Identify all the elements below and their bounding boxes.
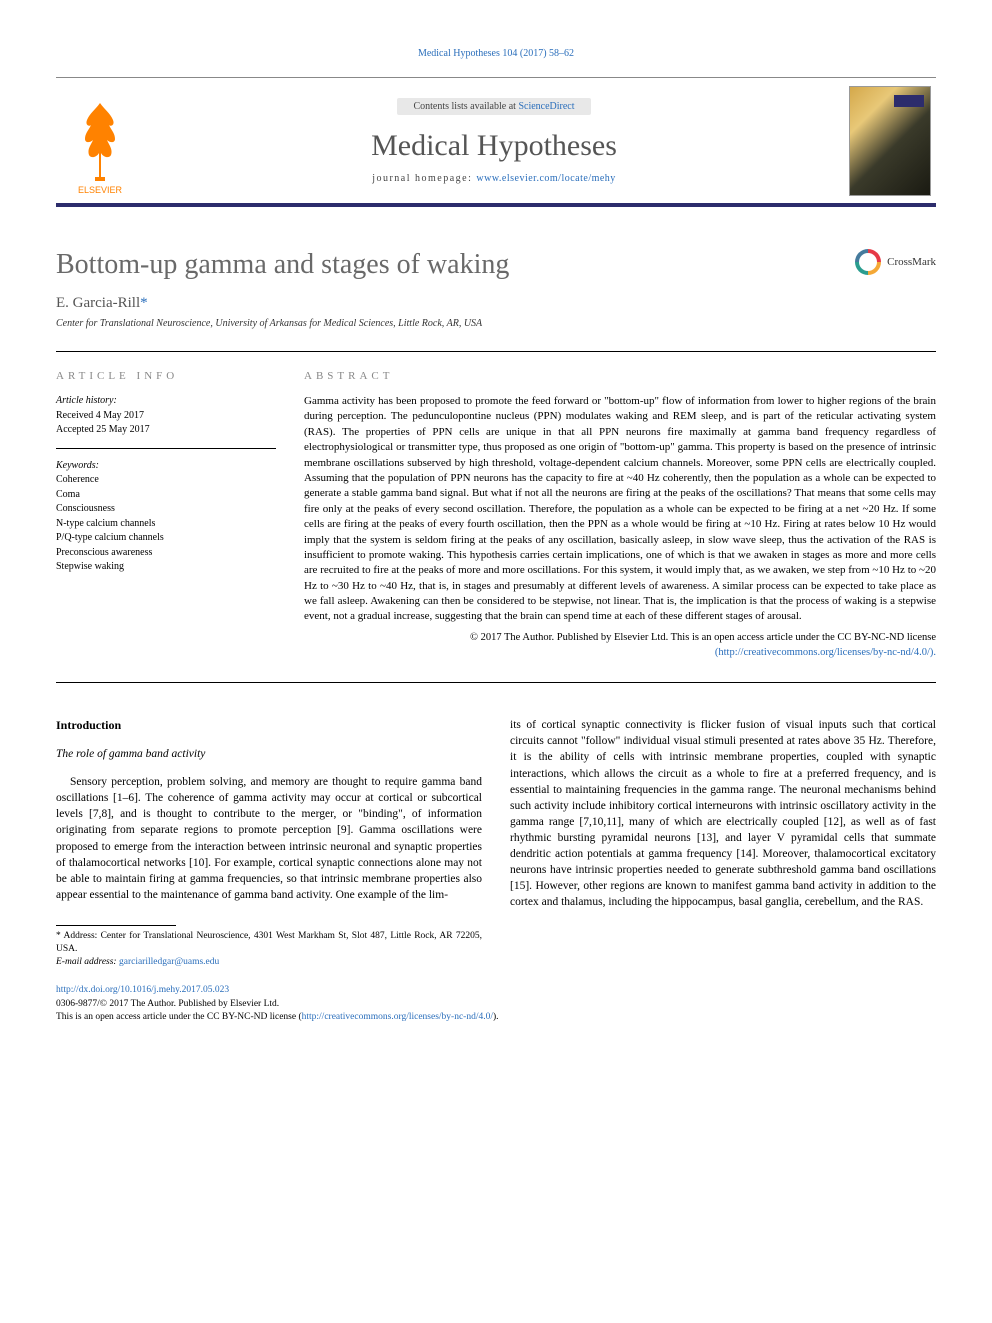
sciencedirect-link[interactable]: ScienceDirect (518, 101, 574, 112)
footnote-address: Center for Translational Neuroscience, 4… (56, 931, 482, 954)
svg-text:ELSEVIER: ELSEVIER (78, 185, 123, 195)
author-name: E. Garcia-Rill (56, 295, 140, 311)
crossmark-badge[interactable]: CrossMark (855, 249, 936, 275)
header-center: Contents lists available at ScienceDirec… (144, 78, 844, 203)
intro-heading: Introduction (56, 717, 482, 734)
corresponding-marker[interactable]: * (140, 295, 148, 311)
license-close: ). (493, 1012, 499, 1022)
elsevier-tree-icon: ELSEVIER (65, 95, 135, 195)
homepage-link[interactable]: www.elsevier.com/locate/mehy (476, 173, 615, 184)
divider-top (56, 351, 936, 352)
history-label: Article history: (56, 394, 276, 409)
contents-prefix: Contents lists available at (413, 101, 518, 112)
keyword: Consciousness (56, 502, 276, 517)
issn-line: 0306-9877/© 2017 The Author. Published b… (56, 999, 279, 1009)
footer-license-link[interactable]: http://creativecommons.org/licenses/by-n… (302, 1012, 493, 1022)
keyword: Preconscious awareness (56, 546, 276, 561)
abstract-text: Gamma activity has been proposed to prom… (304, 394, 936, 625)
meta-row: ARTICLE INFO Article history: Received 4… (56, 370, 936, 660)
journal-name: Medical Hypotheses (371, 129, 617, 163)
abstract-label: ABSTRACT (304, 370, 936, 382)
keyword: N-type calcium channels (56, 517, 276, 532)
affiliation: Center for Translational Neuroscience, U… (56, 318, 936, 329)
homepage-line: journal homepage: www.elsevier.com/locat… (372, 173, 616, 184)
divider-bottom (56, 682, 936, 683)
crossmark-label: CrossMark (887, 256, 936, 268)
body-paragraph: its of cortical synaptic connectivity is… (510, 717, 936, 910)
article-title: Bottom-up gamma and stages of waking (56, 249, 509, 281)
copyright-text: © 2017 The Author. Published by Elsevier… (470, 632, 936, 643)
abstract-block: ABSTRACT Gamma activity has been propose… (304, 370, 936, 660)
keyword: Coherence (56, 473, 276, 488)
page-footer: http://dx.doi.org/10.1016/j.mehy.2017.05… (56, 984, 936, 1024)
column-right: its of cortical synaptic connectivity is… (510, 717, 936, 968)
title-row: Bottom-up gamma and stages of waking Cro… (56, 249, 936, 281)
column-left: Introduction The role of gamma band acti… (56, 717, 482, 968)
body-columns: Introduction The role of gamma band acti… (56, 717, 936, 968)
received-date: Received 4 May 2017 (56, 409, 276, 424)
contents-available: Contents lists available at ScienceDirec… (397, 98, 590, 115)
journal-citation: Medical Hypotheses 104 (2017) 58–62 (56, 48, 936, 59)
keywords-label: Keywords: (56, 459, 276, 474)
journal-header: ELSEVIER Contents lists available at Sci… (56, 77, 936, 207)
authors: E. Garcia-Rill* (56, 295, 936, 312)
keyword: P/Q-type calcium channels (56, 531, 276, 546)
cover-thumbnail (849, 86, 931, 196)
journal-cover (844, 78, 936, 203)
address-label: Address: (61, 931, 101, 941)
crossmark-icon (855, 249, 881, 275)
sub-heading: The role of gamma band activity (56, 746, 482, 762)
body-paragraph: Sensory perception, problem solving, and… (56, 774, 482, 903)
keywords-block: Keywords: Coherence Coma Consciousness N… (56, 459, 276, 575)
copyright: © 2017 The Author. Published by Elsevier… (304, 631, 936, 660)
article-info: ARTICLE INFO Article history: Received 4… (56, 370, 276, 660)
homepage-prefix: journal homepage: (372, 173, 476, 184)
license-link[interactable]: (http://creativecommons.org/licenses/by-… (715, 647, 936, 658)
footnote-separator (56, 925, 176, 926)
license-text: This is an open access article under the… (56, 1012, 302, 1022)
page: Medical Hypotheses 104 (2017) 58–62 ELSE… (0, 0, 992, 1064)
email-link[interactable]: garciarilledgar@uams.edu (119, 957, 219, 967)
publisher-logo[interactable]: ELSEVIER (56, 78, 144, 203)
accepted-date: Accepted 25 May 2017 (56, 423, 276, 438)
email-label: E-mail address: (56, 957, 119, 967)
doi-link[interactable]: http://dx.doi.org/10.1016/j.mehy.2017.05… (56, 985, 229, 995)
keyword: Coma (56, 488, 276, 503)
keyword: Stepwise waking (56, 560, 276, 575)
article-info-label: ARTICLE INFO (56, 370, 276, 382)
corresponding-footnote: * Address: Center for Translational Neur… (56, 930, 482, 956)
email-footnote: E-mail address: garciarilledgar@uams.edu (56, 956, 482, 969)
article-history: Article history: Received 4 May 2017 Acc… (56, 394, 276, 449)
